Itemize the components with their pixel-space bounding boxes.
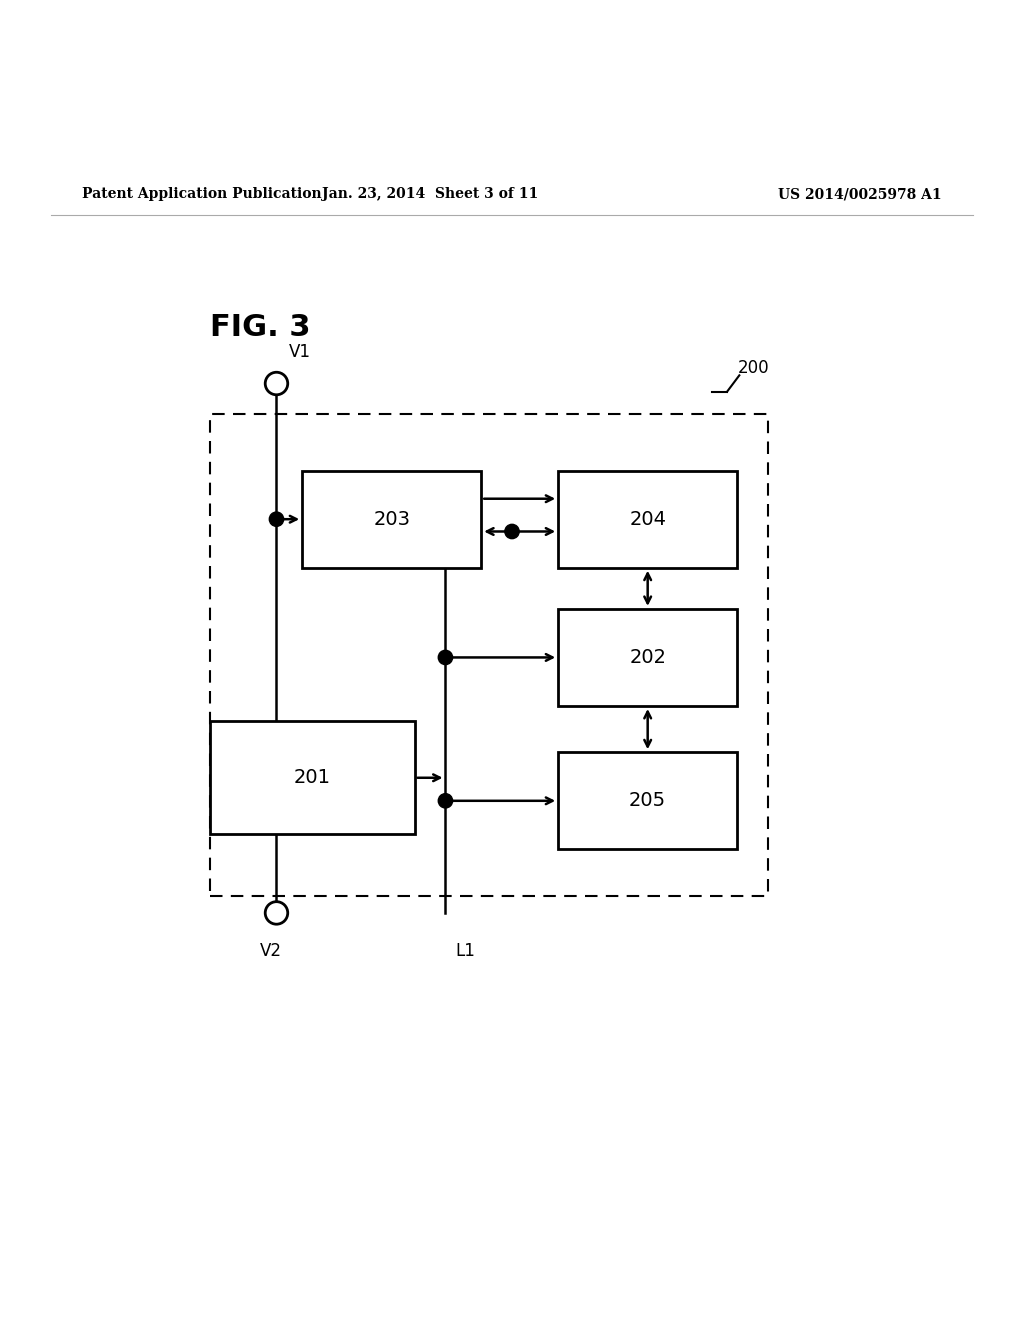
Circle shape: [438, 793, 453, 808]
Text: 202: 202: [629, 648, 667, 667]
Circle shape: [269, 512, 284, 527]
Circle shape: [265, 372, 288, 395]
Text: 201: 201: [294, 768, 331, 787]
Bar: [210, 414, 768, 895]
Circle shape: [438, 651, 453, 664]
Text: US 2014/0025978 A1: US 2014/0025978 A1: [778, 187, 942, 201]
Circle shape: [505, 524, 519, 539]
Circle shape: [265, 902, 288, 924]
Text: L1: L1: [456, 941, 475, 960]
Bar: [558, 752, 737, 850]
Text: 200: 200: [737, 359, 769, 378]
Text: 203: 203: [373, 510, 411, 529]
Bar: [558, 470, 737, 568]
Text: Patent Application Publication: Patent Application Publication: [82, 187, 322, 201]
Bar: [210, 722, 415, 834]
Text: V1: V1: [289, 343, 310, 360]
Text: V2: V2: [260, 941, 283, 960]
Bar: [558, 609, 737, 706]
Text: 205: 205: [629, 791, 667, 810]
Text: FIG. 3: FIG. 3: [210, 313, 310, 342]
Bar: [302, 470, 481, 568]
Text: Jan. 23, 2014  Sheet 3 of 11: Jan. 23, 2014 Sheet 3 of 11: [322, 187, 539, 201]
Text: 204: 204: [629, 510, 667, 529]
